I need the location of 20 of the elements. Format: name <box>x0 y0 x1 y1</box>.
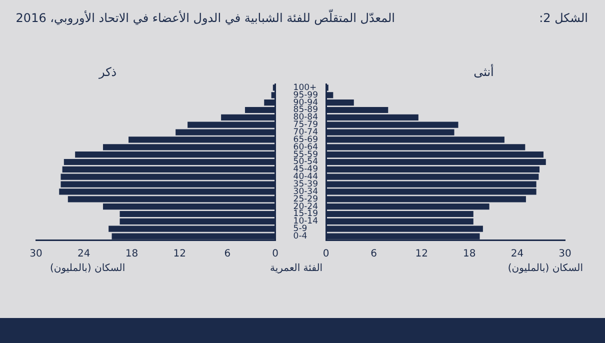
x-tick-label: 6 <box>224 248 231 260</box>
x-axis-title: السكان (بالمليون) <box>508 263 583 274</box>
x-tick-label: 6 <box>370 248 377 260</box>
y-axis-title: الفئة العمرية <box>270 263 323 274</box>
x-tick-label: 12 <box>173 248 186 260</box>
x-tick-label: 12 <box>415 248 428 260</box>
x-tick-label: 30 <box>30 248 42 260</box>
x-tick-label: 30 <box>558 248 572 260</box>
x-tick-label: 24 <box>510 248 524 260</box>
x-tick-label: 0 <box>322 248 330 260</box>
x-axis-title: السكان (بالمليون) <box>50 263 126 274</box>
chart-title: المعدّل المتقلّص للفئة الشبابية في الدول الأعضاء في الاتحاد الأوروبي، 2016 <box>16 11 395 25</box>
x-tick-label: 0 <box>272 248 278 260</box>
text: الشكل 2: <box>539 11 588 25</box>
y-tick-label: 0-4 <box>293 231 308 242</box>
x-tick-label: 18 <box>125 248 138 260</box>
text: ذكر <box>98 65 117 79</box>
text: أنثى <box>474 64 494 79</box>
x-tick-label: 24 <box>77 248 90 260</box>
x-tick-label: 18 <box>463 248 476 260</box>
